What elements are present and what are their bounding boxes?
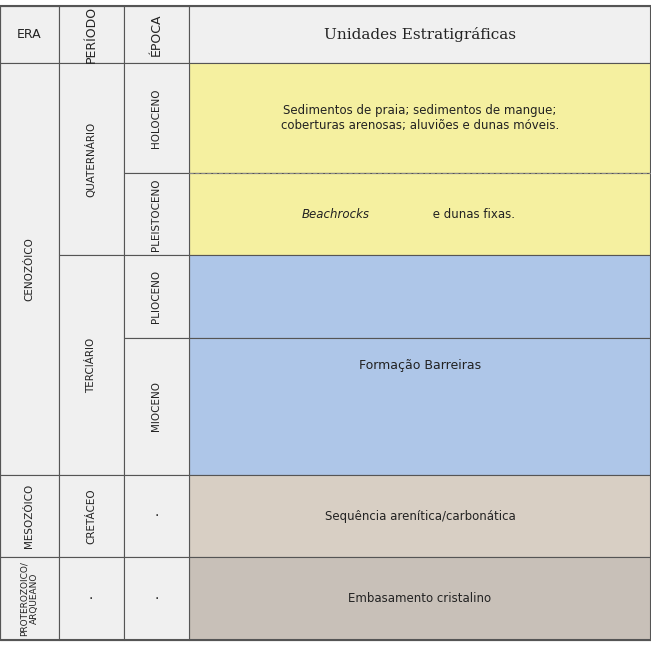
Text: Formação Barreiras: Formação Barreiras <box>359 359 481 372</box>
FancyBboxPatch shape <box>124 475 189 557</box>
Text: CENOZÓICO: CENOZÓICO <box>24 237 35 301</box>
FancyBboxPatch shape <box>189 338 651 475</box>
FancyBboxPatch shape <box>59 475 124 557</box>
FancyBboxPatch shape <box>124 557 189 640</box>
Text: Sequência arenítica/carbonática: Sequência arenítica/carbonática <box>324 510 516 523</box>
Text: ·: · <box>154 510 158 523</box>
FancyBboxPatch shape <box>189 173 651 255</box>
FancyBboxPatch shape <box>0 63 59 475</box>
FancyBboxPatch shape <box>189 475 651 557</box>
FancyBboxPatch shape <box>189 63 651 173</box>
FancyBboxPatch shape <box>59 255 124 475</box>
FancyBboxPatch shape <box>124 173 189 255</box>
FancyBboxPatch shape <box>59 557 124 640</box>
Text: e dunas fixas.: e dunas fixas. <box>429 208 515 221</box>
Text: ÉPOCA: ÉPOCA <box>150 14 163 56</box>
FancyBboxPatch shape <box>59 6 124 63</box>
Text: HOLOCENO: HOLOCENO <box>151 88 161 148</box>
Text: ·: · <box>154 591 158 606</box>
FancyBboxPatch shape <box>0 557 59 640</box>
Text: PROTEROZOICO/
ARQUEANO: PROTEROZOICO/ ARQUEANO <box>20 561 39 636</box>
Text: QUATERNÁRIO: QUATERNÁRIO <box>86 122 96 197</box>
FancyBboxPatch shape <box>59 63 124 255</box>
Text: MESOZÓICO: MESOZÓICO <box>24 484 35 548</box>
Text: PLEISTOCENO: PLEISTOCENO <box>151 178 161 250</box>
Text: Embasamento cristalino: Embasamento cristalino <box>348 592 492 605</box>
Text: ·: · <box>89 591 93 606</box>
Text: TERCIÁRIO: TERCIÁRIO <box>86 337 96 393</box>
FancyBboxPatch shape <box>189 6 651 63</box>
Text: Beachrocks: Beachrocks <box>301 208 369 221</box>
FancyBboxPatch shape <box>124 255 189 338</box>
Text: ERA: ERA <box>17 28 42 41</box>
Text: MIOCENO: MIOCENO <box>151 381 161 432</box>
FancyBboxPatch shape <box>124 338 189 475</box>
FancyBboxPatch shape <box>189 255 651 338</box>
FancyBboxPatch shape <box>0 6 59 63</box>
FancyBboxPatch shape <box>0 475 59 557</box>
Text: Sedimentos de praia; sedimentos de mangue;
coberturas arenosas; aluviões e dunas: Sedimentos de praia; sedimentos de mangu… <box>281 104 559 132</box>
FancyBboxPatch shape <box>124 6 189 63</box>
Text: PERÍODO: PERÍODO <box>85 6 98 63</box>
Text: CRETÁCEO: CRETÁCEO <box>86 488 96 544</box>
FancyBboxPatch shape <box>124 63 189 173</box>
Text: PLIOCENO: PLIOCENO <box>151 270 161 323</box>
Text: Unidades Estratigráficas: Unidades Estratigráficas <box>324 27 516 42</box>
FancyBboxPatch shape <box>189 557 651 640</box>
